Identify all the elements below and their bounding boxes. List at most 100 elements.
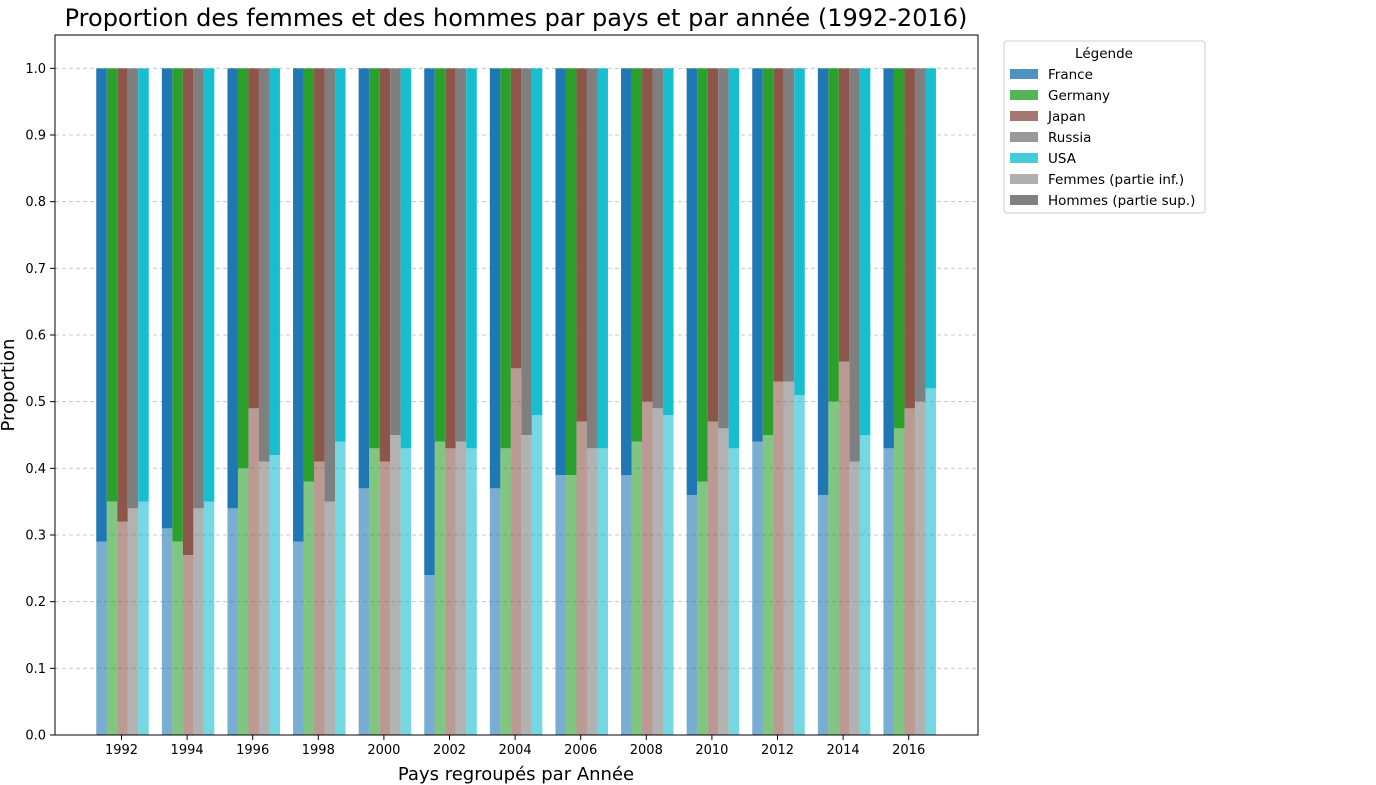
bar-femmes-russia-2012 bbox=[783, 381, 795, 735]
y-tick-label: 0.8 bbox=[25, 195, 46, 210]
bar-hommes-usa-1998 bbox=[335, 68, 346, 442]
bar-hommes-russia-2004 bbox=[521, 68, 532, 435]
bar-femmes-germany-1998 bbox=[303, 481, 315, 735]
bar-femmes-japan-2004 bbox=[510, 368, 522, 735]
bar-hommes-germany-1998 bbox=[303, 68, 315, 482]
y-tick-label: 0.6 bbox=[25, 329, 46, 344]
bar-hommes-japan-2012 bbox=[773, 68, 784, 382]
bar-hommes-germany-2000 bbox=[369, 68, 380, 449]
y-tick-label: 0.3 bbox=[25, 529, 46, 544]
bar-hommes-usa-1994 bbox=[203, 68, 215, 502]
bar-femmes-russia-1996 bbox=[258, 461, 270, 735]
bar-hommes-france-2008 bbox=[621, 68, 632, 475]
x-tick-label: 1998 bbox=[302, 743, 335, 758]
bar-hommes-germany-2014 bbox=[828, 68, 839, 402]
x-tick-label: 2008 bbox=[630, 743, 663, 758]
bar-femmes-russia-2016 bbox=[914, 401, 926, 735]
x-tick-label: 2012 bbox=[761, 743, 794, 758]
bar-hommes-germany-2006 bbox=[565, 68, 577, 475]
bar-femmes-usa-1992 bbox=[138, 501, 149, 735]
x-tick-label: 2016 bbox=[892, 743, 925, 758]
bar-femmes-france-1998 bbox=[293, 541, 304, 735]
bar-femmes-usa-2010 bbox=[728, 448, 740, 735]
bar-femmes-france-2016 bbox=[883, 448, 894, 735]
bar-femmes-usa-1998 bbox=[335, 441, 346, 735]
bar-femmes-russia-1992 bbox=[127, 508, 139, 735]
legend-label: Germany bbox=[1048, 88, 1110, 104]
bar-femmes-russia-2006 bbox=[586, 448, 598, 735]
y-tick-label: 0.9 bbox=[25, 129, 46, 144]
bar-hommes-russia-2000 bbox=[390, 68, 401, 435]
bar-hommes-usa-1996 bbox=[269, 68, 280, 455]
bar-hommes-usa-2012 bbox=[794, 68, 805, 395]
chart-title: Proportion des femmes et des hommes par … bbox=[65, 4, 968, 32]
bar-femmes-germany-1996 bbox=[237, 468, 249, 735]
x-tick-label: 2004 bbox=[499, 743, 532, 758]
bar-hommes-japan-1996 bbox=[248, 68, 259, 409]
bar-femmes-russia-2004 bbox=[521, 435, 532, 735]
bar-femmes-russia-1998 bbox=[324, 501, 336, 735]
bar-hommes-russia-2012 bbox=[783, 68, 795, 382]
bar-femmes-france-1996 bbox=[227, 508, 238, 735]
bar-hommes-france-1998 bbox=[293, 68, 304, 542]
x-tick-label: 2010 bbox=[695, 743, 728, 758]
bar-femmes-france-2008 bbox=[621, 475, 632, 735]
bar-femmes-usa-2004 bbox=[531, 415, 543, 735]
y-tick-label: 0.0 bbox=[25, 729, 46, 744]
bar-femmes-japan-2014 bbox=[838, 361, 850, 735]
bar-hommes-russia-1998 bbox=[324, 68, 336, 502]
bar-hommes-france-2004 bbox=[489, 68, 501, 489]
x-tick-label: 2002 bbox=[433, 743, 466, 758]
bar-femmes-france-2004 bbox=[489, 488, 501, 735]
bar-femmes-germany-1992 bbox=[106, 501, 118, 735]
bar-femmes-japan-2012 bbox=[773, 381, 784, 735]
bar-hommes-germany-1992 bbox=[106, 68, 118, 502]
bar-hommes-france-2000 bbox=[358, 68, 370, 489]
bar-femmes-japan-2010 bbox=[707, 421, 719, 735]
bar-hommes-russia-1992 bbox=[127, 68, 139, 509]
x-tick-label: 2014 bbox=[827, 743, 860, 758]
bar-hommes-japan-2004 bbox=[510, 68, 522, 369]
x-tick-label: 1992 bbox=[105, 743, 138, 758]
bar-hommes-usa-2000 bbox=[400, 68, 412, 449]
bar-femmes-germany-2010 bbox=[697, 481, 708, 735]
bar-femmes-japan-1996 bbox=[248, 408, 259, 735]
bar-hommes-germany-2010 bbox=[697, 68, 708, 482]
bar-hommes-russia-2002 bbox=[455, 68, 467, 442]
bar-hommes-russia-2010 bbox=[718, 68, 729, 429]
bar-hommes-japan-2010 bbox=[707, 68, 719, 422]
bar-hommes-usa-2014 bbox=[859, 68, 871, 435]
bar-hommes-japan-2006 bbox=[576, 68, 587, 422]
bar-hommes-usa-2010 bbox=[728, 68, 740, 449]
bar-femmes-germany-2012 bbox=[762, 435, 774, 735]
bar-femmes-russia-2010 bbox=[718, 428, 729, 735]
bar-femmes-usa-2014 bbox=[859, 435, 871, 735]
bar-femmes-japan-1994 bbox=[182, 555, 194, 735]
legend-label: Femmes (partie inf.) bbox=[1048, 172, 1184, 188]
bar-hommes-france-2010 bbox=[686, 68, 698, 495]
y-tick-label: 0.2 bbox=[25, 595, 46, 610]
legend-label: USA bbox=[1048, 151, 1077, 167]
bar-hommes-germany-2004 bbox=[500, 68, 511, 449]
bar-femmes-usa-1996 bbox=[269, 455, 280, 735]
legend-label: France bbox=[1048, 67, 1093, 83]
bar-femmes-japan-2000 bbox=[379, 461, 391, 735]
bar-hommes-japan-2016 bbox=[904, 68, 915, 409]
bar-hommes-germany-2008 bbox=[631, 68, 643, 442]
legend-label: Japan bbox=[1047, 109, 1086, 125]
bar-femmes-usa-2012 bbox=[794, 395, 805, 735]
bar-hommes-russia-2006 bbox=[586, 68, 598, 449]
bar-femmes-france-1992 bbox=[96, 541, 107, 735]
bar-hommes-usa-2004 bbox=[531, 68, 543, 415]
x-tick-label: 1996 bbox=[236, 743, 269, 758]
bar-hommes-russia-2016 bbox=[914, 68, 926, 402]
x-tick-label: 2006 bbox=[564, 743, 597, 758]
y-tick-label: 0.1 bbox=[25, 662, 46, 677]
bar-hommes-france-1996 bbox=[227, 68, 238, 509]
x-axis-ticks: 1992 1994 1996 1998 2000 2002 2004 2006 2008 2010… bbox=[105, 735, 925, 758]
bar-hommes-germany-2016 bbox=[893, 68, 905, 429]
bar-hommes-japan-1992 bbox=[117, 68, 128, 522]
bar-hommes-japan-2014 bbox=[838, 68, 850, 362]
y-tick-label: 0.4 bbox=[25, 462, 46, 477]
